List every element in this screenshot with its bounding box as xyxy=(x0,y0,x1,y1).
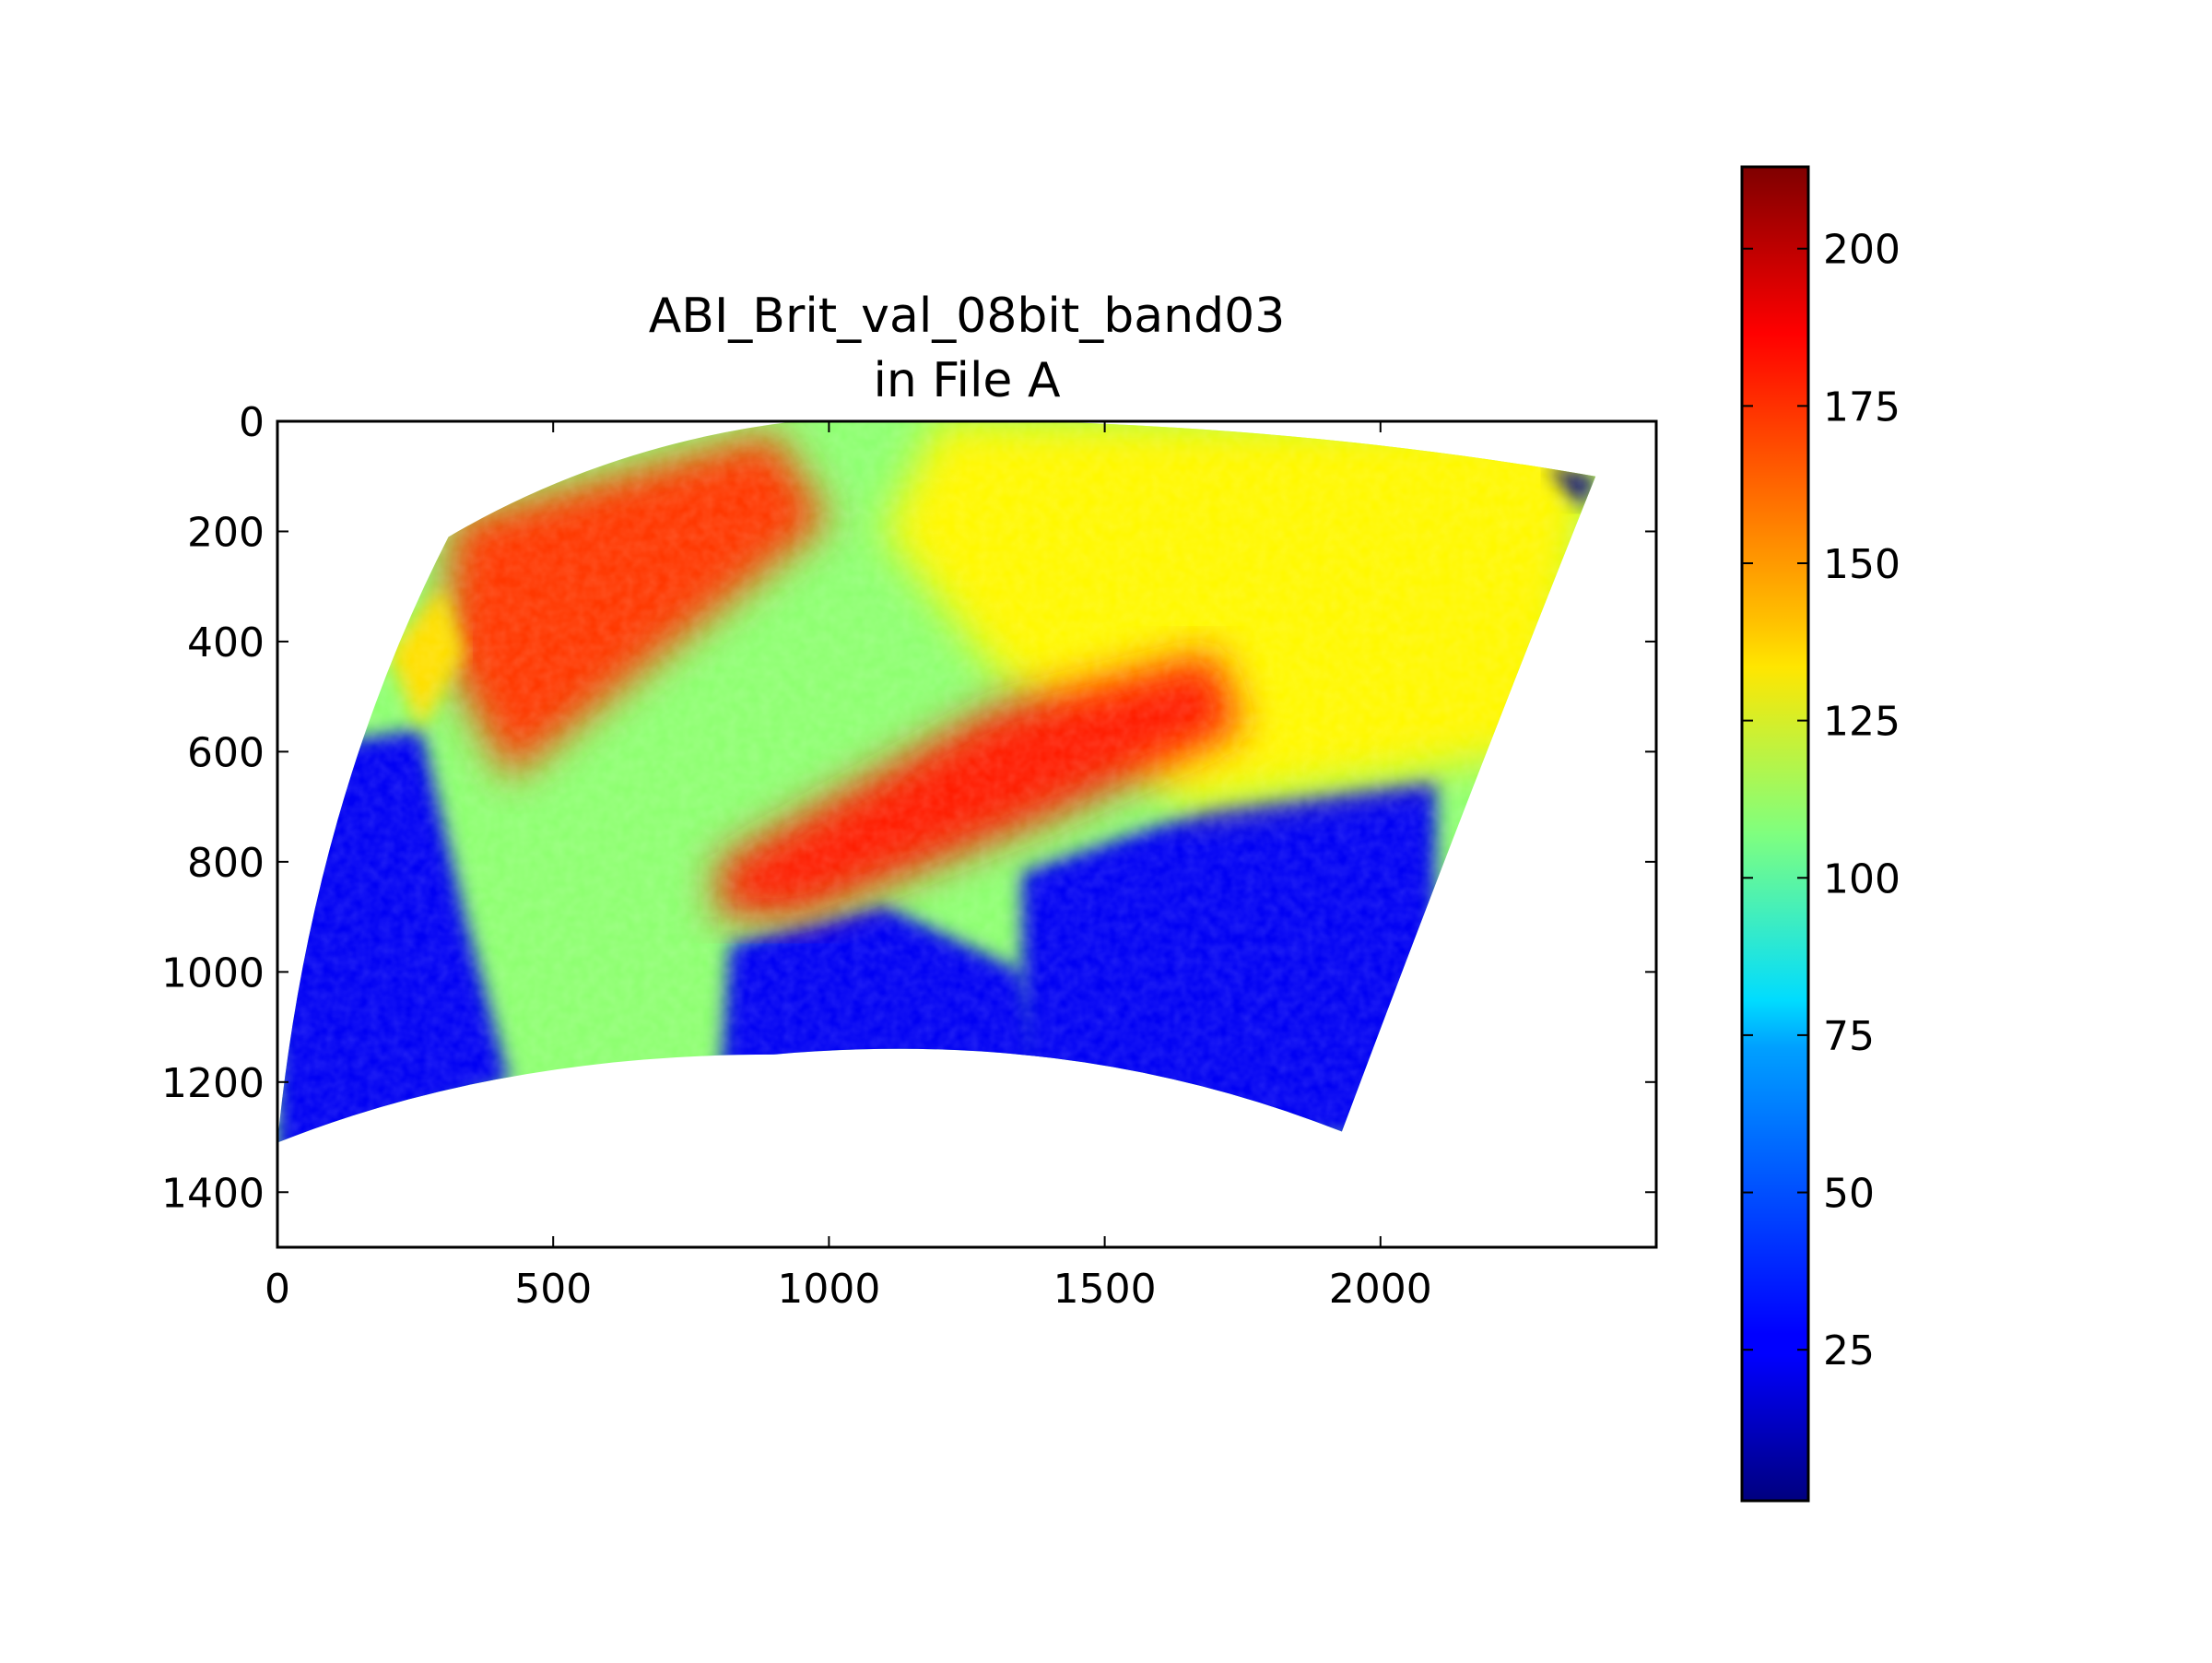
y-tick-label: 1000 xyxy=(161,949,265,997)
colorbar-tick-label: 125 xyxy=(1823,699,1900,746)
colorbar-tick-label: 150 xyxy=(1823,541,1900,588)
y-axis: 0 200 400 600 800 1000 1200 1400 xyxy=(161,399,1656,1217)
x-tick-label: 2000 xyxy=(1329,1266,1432,1313)
y-tick-label: 400 xyxy=(187,619,265,666)
chart-subtitle: in File A xyxy=(873,353,1060,408)
colorbar-tick-label: 50 xyxy=(1823,1171,1875,1218)
x-tick-label: 0 xyxy=(265,1266,290,1313)
heatmap-texture xyxy=(277,421,1596,1143)
colorbar-tick-label: 100 xyxy=(1823,855,1900,902)
y-tick-label: 1400 xyxy=(161,1170,265,1217)
y-tick-label: 200 xyxy=(187,509,265,556)
heatmap-image xyxy=(277,421,1596,1143)
axes-frame xyxy=(276,419,1658,1249)
colorbar-tick-label: 200 xyxy=(1823,227,1900,274)
chart-title: ABI_Brit_val_08bit_band03 xyxy=(649,289,1286,344)
x-tick-label: 1000 xyxy=(777,1266,880,1313)
x-tick-label: 1500 xyxy=(1053,1266,1157,1313)
y-tick-label: 800 xyxy=(187,840,265,887)
colorbar-tick-label: 175 xyxy=(1823,383,1900,430)
x-tick-label: 500 xyxy=(514,1266,592,1313)
colorbar-tick-label: 25 xyxy=(1823,1327,1875,1374)
colorbar-axis: 25 50 75 100 125 150 175 200 xyxy=(1742,227,1900,1374)
y-tick-label: 0 xyxy=(239,399,265,446)
x-axis: 0 500 1000 1500 2000 xyxy=(265,421,1432,1313)
colorbar xyxy=(1740,165,1810,1503)
y-tick-label: 600 xyxy=(187,729,265,776)
y-tick-label: 1200 xyxy=(161,1060,265,1107)
colorbar-tick-label: 75 xyxy=(1823,1013,1875,1060)
